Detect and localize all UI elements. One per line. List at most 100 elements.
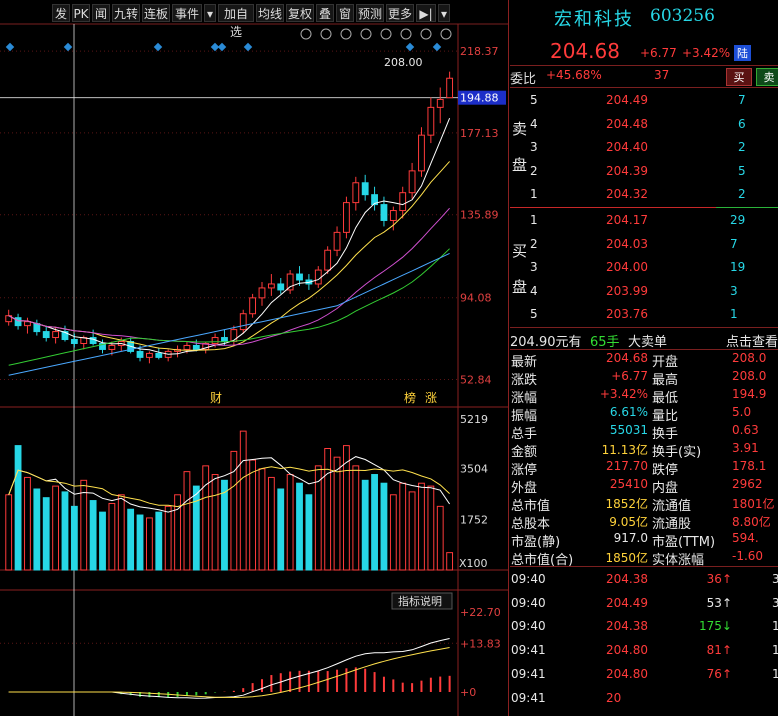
toolbar-button-2[interactable]: 闻 <box>92 4 110 22</box>
pen-icon[interactable] <box>320 28 332 40</box>
toolbar-button-6[interactable]: ▾ <box>204 4 216 22</box>
candle-body <box>380 204 388 221</box>
quote-label: 开盘 <box>652 355 679 370</box>
toolbar-button-11[interactable]: 窗 <box>336 4 354 22</box>
buy-level-vol: 19 <box>730 260 746 274</box>
quote-value: 917.0 <box>613 531 648 545</box>
eye-icon[interactable] <box>340 28 352 40</box>
stock-change-pct: +3.42% <box>682 46 731 60</box>
indicator-help-button[interactable]: 指标说明 <box>398 594 442 608</box>
toolbar-button-5[interactable]: 事件 <box>172 4 202 22</box>
quote-label: 总市值(合) <box>511 553 574 568</box>
volume-bar <box>314 465 322 571</box>
toolbar-button-13[interactable]: 更多 <box>386 4 414 22</box>
toolbar-button-0[interactable]: 发 <box>52 4 70 22</box>
quote-value: 217.70 <box>606 459 648 473</box>
toolbar-button-1[interactable]: PK <box>72 4 90 22</box>
volume-bar <box>117 494 125 571</box>
toolbar-button-15[interactable]: ▾ <box>438 4 450 22</box>
sell-level-num: 4 <box>530 116 538 131</box>
price-axis-label: 177.13 <box>460 127 499 140</box>
toolbar-button-3[interactable]: 九转 <box>112 4 140 22</box>
volume-bar <box>5 494 13 571</box>
event-diamond-icon <box>432 42 442 52</box>
tick-volume: 36↑ <box>706 572 732 586</box>
tick-volume: 175↓ <box>699 619 732 634</box>
buy-level-price: 203.76 <box>606 307 648 321</box>
candle-body <box>427 106 435 136</box>
toolbar-button-4[interactable]: 连板 <box>142 4 170 22</box>
volume-bar <box>296 482 303 571</box>
buy-level-vol: 7 <box>730 236 738 251</box>
toolbar-button-9[interactable]: 复权 <box>286 4 314 22</box>
camera-icon[interactable] <box>400 28 412 40</box>
sell-level-price: 204.49 <box>606 93 648 107</box>
tick-extra: 3 <box>772 572 778 586</box>
candle-body <box>389 210 397 221</box>
event-diamond-icon <box>405 42 415 52</box>
candle-body <box>436 98 444 108</box>
quote-value: +3.42% <box>599 387 648 401</box>
bigorder-price: 204.90元有 <box>510 335 582 350</box>
candle-body <box>267 283 275 289</box>
volume-bar <box>418 482 425 571</box>
indicator-button-bg[interactable] <box>391 592 453 610</box>
quote-value: 1852亿 <box>605 497 648 511</box>
lock-icon[interactable] <box>360 28 372 40</box>
volume-bar <box>146 517 153 571</box>
kline-chart[interactable]: 218.37 177.13 135.89 94.08 52.84 194.88 208.00… <box>0 0 508 716</box>
volume-bar <box>249 459 257 571</box>
sell-level-num: 2 <box>530 163 538 178</box>
toolbar-button-7[interactable]: 加自选 <box>218 4 254 39</box>
quote-label: 跌停 <box>652 463 679 478</box>
quote-label: 实体涨幅 <box>652 553 705 568</box>
candle-body <box>352 182 360 204</box>
tick-price: 20 <box>606 690 622 705</box>
tick-extra: 3 <box>772 595 778 610</box>
toolbar-button-8[interactable]: 均线 <box>256 4 284 22</box>
volume-bar <box>136 514 144 571</box>
candle-body <box>33 323 41 333</box>
price-axis-label: 135.89 <box>460 209 499 222</box>
candle-body <box>314 269 322 285</box>
buy-level-num: 3 <box>530 260 538 274</box>
toolbar-button-10[interactable]: 叠 <box>316 4 334 22</box>
toolbar-button-12[interactable]: 预测 <box>356 4 384 22</box>
buy-level-price: 204.03 <box>606 236 648 251</box>
trash-icon[interactable] <box>380 28 392 40</box>
toolbar-button-14[interactable]: ▶| <box>416 4 436 22</box>
volume-bar <box>33 488 41 571</box>
volume-bar <box>343 445 350 571</box>
volume-bar <box>389 494 397 571</box>
tick-time: 09:40 <box>511 595 546 610</box>
quote-label: 涨幅 <box>511 391 538 406</box>
quote-label: 量比 <box>652 409 679 424</box>
stock-price: 204.68 <box>550 39 620 63</box>
quote-label: 外盘 <box>511 481 538 496</box>
volume-bar <box>427 485 435 571</box>
tick-list[interactable]: 09:40 204.38 36↑ 3 09:40 204.49 53↑ 3 09:40 204.3… <box>510 567 778 716</box>
sell-level-vol: 2 <box>738 187 746 201</box>
event-diamond-icon <box>63 42 73 52</box>
candle-body <box>249 297 257 315</box>
settings-icon[interactable] <box>300 28 312 40</box>
commission-ratio: +45.68% <box>546 68 602 82</box>
buy-level-num: 4 <box>530 283 538 298</box>
candle-body <box>24 321 31 327</box>
quote-value: 178.1 <box>732 459 767 473</box>
quote-label: 换手(实) <box>652 445 702 460</box>
commission-diff: 37 <box>654 68 670 82</box>
sell-button[interactable]: 卖 <box>756 68 778 86</box>
candle-body <box>211 337 219 344</box>
macd-dea-line <box>8 647 450 699</box>
volume-bar <box>399 482 407 571</box>
zoom-out-icon[interactable] <box>440 28 452 40</box>
bigorder-link[interactable]: 点击查看 <box>726 335 778 350</box>
candle-body <box>99 342 106 350</box>
buy-orderbook: 买盘 1 204.17 29 2 204.03 7 3 204.00 19 4 203.99 3 5 203… <box>510 210 778 328</box>
zoom-in-icon[interactable] <box>420 28 432 40</box>
volume-bar <box>324 448 332 571</box>
candle-body <box>286 273 294 291</box>
quote-label: 最高 <box>652 373 679 388</box>
buy-button[interactable]: 买 <box>726 68 752 86</box>
